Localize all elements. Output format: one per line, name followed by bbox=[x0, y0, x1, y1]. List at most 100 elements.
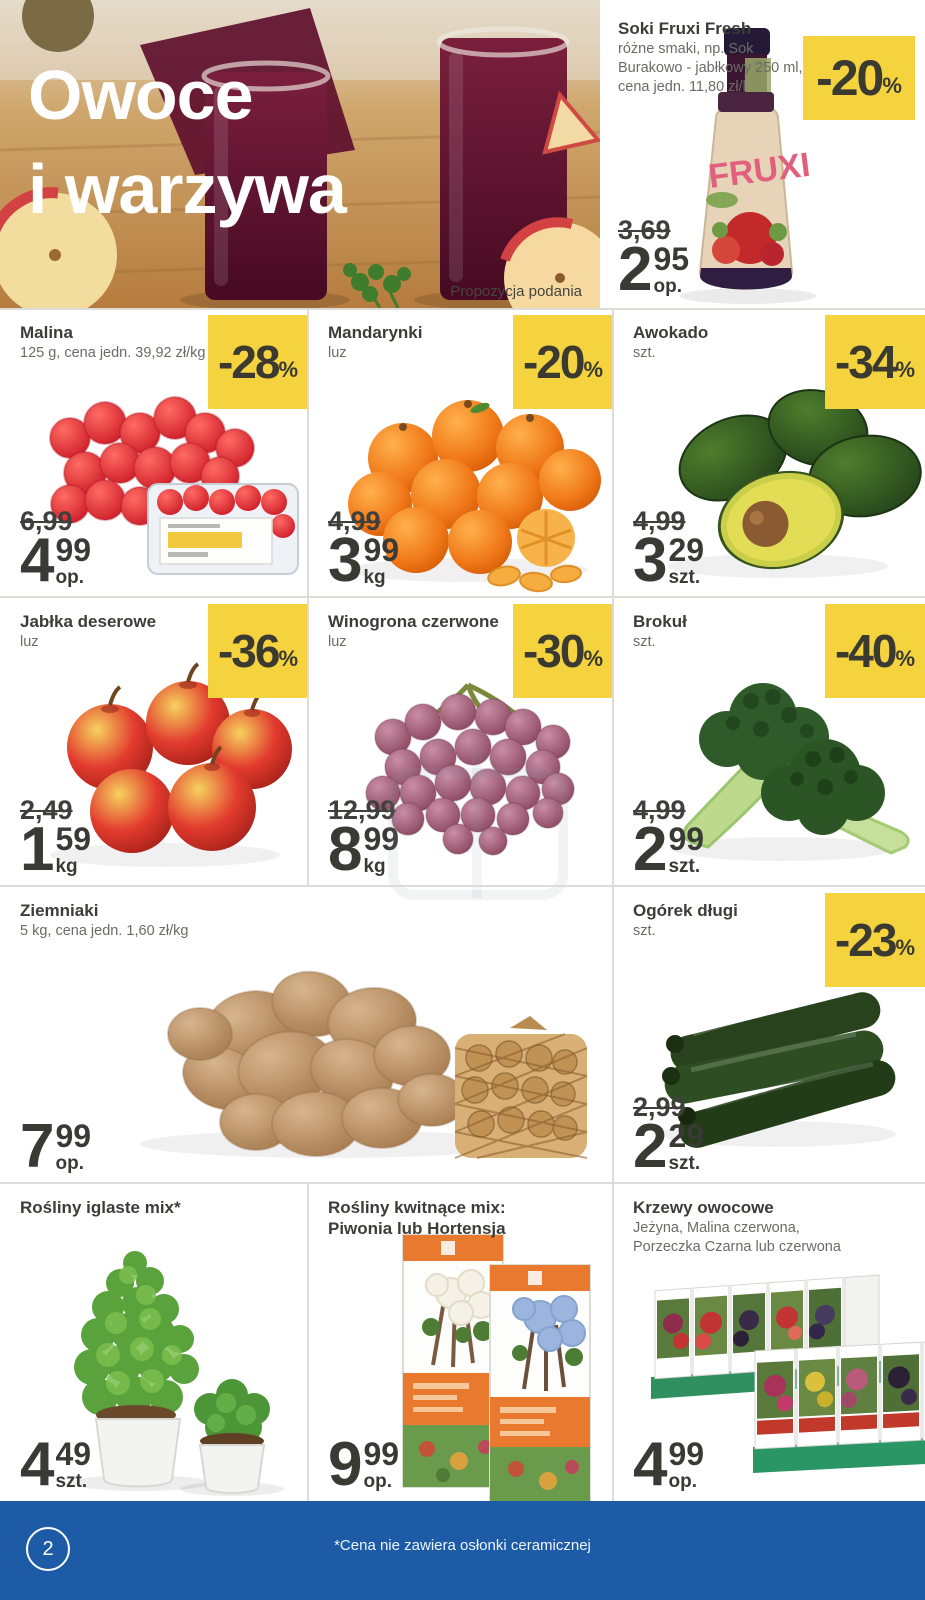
current-price: 2 29 szt. bbox=[633, 1112, 705, 1182]
page-number-badge: 2 bbox=[26, 1527, 70, 1571]
old-price: 12,99 bbox=[328, 795, 396, 826]
current-price: 7 99 op. bbox=[20, 1112, 92, 1182]
product-card-ogorek[interactable]: Ogórek długi szt. -23% 2,99 2 29 szt. bbox=[613, 886, 925, 1183]
discount-badge: -20% bbox=[513, 315, 613, 409]
row-divider bbox=[0, 1182, 925, 1184]
discount-badge: -23% bbox=[825, 893, 925, 987]
product-desc: 125 g, cena jedn. 39,92 zł/kg bbox=[20, 345, 206, 361]
product-name: Rośliny iglaste mix* bbox=[20, 1198, 181, 1217]
discount-badge: -40% bbox=[825, 604, 925, 698]
serving-suggestion-caption: Propozycja podania bbox=[450, 283, 582, 300]
column-divider bbox=[307, 308, 309, 886]
current-price: 4 99 op. bbox=[633, 1430, 705, 1500]
brokul-image bbox=[673, 683, 910, 861]
price-unit: kg bbox=[363, 566, 386, 588]
product-name: Ogórek długi bbox=[633, 901, 738, 920]
product-card-rosliny-kwitnace[interactable]: Rośliny kwitnące mix: Piwonia lub Horten… bbox=[308, 1183, 613, 1501]
price-unit: szt. bbox=[668, 566, 701, 588]
product-name: Rośliny kwitnące mix: Piwonia lub Horten… bbox=[328, 1198, 506, 1239]
product-card-winogrona[interactable]: Winogrona czerwone luz -30% 12,99 8 99 kg bbox=[308, 597, 613, 886]
current-price: 2 95 op. bbox=[618, 235, 690, 305]
product-card-soki-fruxi[interactable]: FRUXI Soki Fruxi Fresh różne smaki, np. … bbox=[600, 0, 925, 308]
discount-badge: -28% bbox=[208, 315, 308, 409]
product-desc: 5 kg, cena jedn. 1,60 zł/kg bbox=[20, 923, 189, 939]
product-desc: różne smaki, np. Sok Burakowo - jabłkowy… bbox=[618, 41, 803, 95]
price-unit: szt. bbox=[55, 1470, 88, 1492]
current-price: 3 99 kg bbox=[328, 526, 400, 596]
product-card-mandarynki[interactable]: Mandarynki luz -20% 4,99 3 99 kg bbox=[308, 308, 613, 597]
ziemniaki-image bbox=[140, 970, 588, 1159]
product-name: Ziemniaki bbox=[20, 901, 99, 920]
discount-badge: -34% bbox=[825, 315, 925, 409]
price-unit: op. bbox=[653, 275, 682, 297]
product-card-rosliny-iglaste[interactable]: Rośliny iglaste mix* 4 49 szt. bbox=[0, 1183, 308, 1501]
price-unit: szt. bbox=[668, 1152, 701, 1174]
product-name: Soki Fruxi Fresh bbox=[618, 19, 752, 38]
current-price: 4 99 op. bbox=[20, 526, 92, 596]
rosliny-iglaste-image bbox=[70, 1251, 284, 1496]
price-unit: kg bbox=[363, 855, 386, 877]
old-price: 3,69 bbox=[618, 215, 671, 246]
product-desc: luz bbox=[20, 634, 39, 650]
page-number: 2 bbox=[42, 1537, 54, 1560]
old-price: 4,99 bbox=[633, 506, 686, 537]
old-price: 4,99 bbox=[328, 506, 381, 537]
product-name: Malina bbox=[20, 323, 73, 342]
ogorek-image bbox=[660, 989, 896, 1148]
hero-photo-beet-juice bbox=[0, 0, 600, 308]
old-price: 6,99 bbox=[20, 506, 73, 537]
row-divider bbox=[0, 308, 925, 310]
price-unit: op. bbox=[55, 1152, 84, 1174]
footer-disclaimer: *Cena nie zawiera osłonki ceramicznej bbox=[334, 1537, 591, 1554]
product-card-krzewy-owocowe[interactable]: Krzewy owocowe Jeżyna, Malina czerwona, … bbox=[613, 1183, 925, 1501]
product-card-jablka[interactable]: Jabłka deserowe luz -36% 2,49 1 59 kg bbox=[0, 597, 308, 886]
column-divider bbox=[307, 1182, 309, 1501]
product-desc: luz bbox=[328, 345, 347, 361]
price-unit: szt. bbox=[668, 855, 701, 877]
product-name: Krzewy owocowe bbox=[633, 1198, 774, 1217]
product-desc: szt. bbox=[633, 634, 656, 650]
current-price: 4 49 szt. bbox=[20, 1430, 92, 1500]
awokado-image bbox=[668, 389, 922, 578]
product-name: Awokado bbox=[633, 323, 709, 342]
hero-section: Owoce i warzywa Propozycja podania bbox=[0, 0, 600, 308]
product-desc: luz bbox=[328, 634, 347, 650]
product-desc: szt. bbox=[633, 345, 656, 361]
old-price: 2,49 bbox=[20, 795, 73, 826]
price-unit: op. bbox=[55, 566, 84, 588]
old-price: 2,99 bbox=[633, 1092, 686, 1123]
percent-sign: % bbox=[882, 73, 902, 98]
product-name: Brokuł bbox=[633, 612, 687, 631]
current-price: 8 99 kg bbox=[328, 815, 400, 885]
discount-badge: -36% bbox=[208, 604, 308, 698]
product-name: Mandarynki bbox=[328, 323, 423, 342]
price-unit: kg bbox=[55, 855, 78, 877]
current-price: 3 29 szt. bbox=[633, 526, 705, 596]
product-desc: szt. bbox=[633, 923, 656, 939]
fruxi-bottle-image: FRUXI bbox=[680, 28, 816, 304]
discount-value: -20 bbox=[816, 50, 884, 106]
row-divider bbox=[0, 885, 925, 887]
discount-badge: -30% bbox=[513, 604, 613, 698]
old-price: 4,99 bbox=[633, 795, 686, 826]
column-divider bbox=[612, 308, 614, 1501]
product-name: Jabłka deserowe bbox=[20, 612, 157, 631]
malina-image bbox=[49, 396, 299, 575]
product-card-awokado[interactable]: Awokado szt. -34% 4,99 3 29 szt. bbox=[613, 308, 925, 597]
rosliny-kwitnace-image bbox=[402, 1234, 591, 1501]
price-unit: op. bbox=[363, 1470, 392, 1492]
product-card-malina[interactable]: Malina 125 g, cena jedn. 39,92 zł/kg -28… bbox=[0, 308, 308, 597]
hero-title-line2: i warzywa bbox=[28, 150, 347, 228]
mandarynki-image bbox=[348, 400, 601, 593]
hero-title: Owoce i warzywa bbox=[28, 48, 347, 236]
price-unit: op. bbox=[668, 1470, 697, 1492]
row-divider bbox=[0, 596, 925, 598]
product-name: Winogrona czerwone bbox=[328, 612, 499, 631]
product-card-brokul[interactable]: Brokuł szt. -40% 4,99 2 99 szt. bbox=[613, 597, 925, 886]
hero-title-line1: Owoce bbox=[28, 56, 254, 134]
product-desc: Jeżyna, Malina czerwona, Porzeczka Czarn… bbox=[633, 1220, 841, 1255]
krzewy-owocowe-image bbox=[651, 1274, 925, 1473]
product-card-ziemniaki[interactable]: Ziemniaki 5 kg, cena jedn. 1,60 zł/kg 7 … bbox=[0, 886, 613, 1183]
discount-badge: -20 % bbox=[803, 36, 915, 120]
